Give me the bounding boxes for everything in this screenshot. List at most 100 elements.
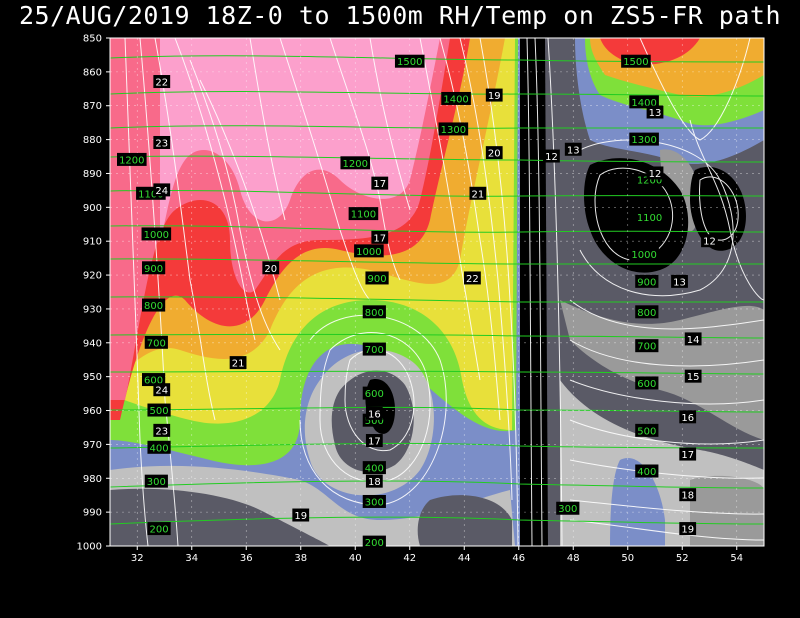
x-tick-label: 52 bbox=[676, 553, 689, 564]
height-contour-label-bg bbox=[394, 54, 425, 68]
y-tick-label: 850 bbox=[83, 34, 102, 45]
temperature-contour-label-text: 14 bbox=[687, 335, 700, 346]
height-contour-label-bg bbox=[635, 376, 659, 390]
height-contour-label-text: 700 bbox=[365, 345, 384, 356]
temperature-contour-label: 17 bbox=[365, 434, 383, 448]
height-contour-label-bg bbox=[144, 335, 168, 349]
height-contour-label-bg bbox=[117, 152, 147, 166]
height-contour-label-text: 500 bbox=[637, 426, 656, 437]
temperature-contour-label: 19 bbox=[679, 522, 697, 536]
height-contour-label: 1500 bbox=[621, 54, 651, 68]
height-contour-label-text: 700 bbox=[637, 342, 656, 353]
x-tick-label: 32 bbox=[131, 553, 144, 564]
temperature-contour-label: 13 bbox=[564, 142, 582, 156]
height-contour-label-text: 600 bbox=[637, 379, 656, 390]
temperature-contour-label-bg bbox=[485, 146, 503, 160]
height-contour-label-text: 300 bbox=[147, 477, 166, 488]
plot-grid bbox=[110, 38, 764, 546]
y-tick-label: 860 bbox=[83, 67, 102, 78]
height-contour-label-bg bbox=[340, 156, 371, 170]
temperature-contour-label-bg bbox=[671, 274, 688, 288]
temperature-contour-label: 16 bbox=[679, 410, 697, 424]
temperature-contour-label-text: 20 bbox=[264, 264, 277, 275]
temperature-contour-label: 21 bbox=[229, 356, 247, 370]
height-contour-label-bg bbox=[147, 440, 171, 454]
temperature-contour-label-text: 19 bbox=[294, 511, 307, 522]
temperature-contour-label-bg bbox=[365, 434, 383, 448]
temperature-contour-label: 24 bbox=[153, 183, 171, 197]
temperature-contour-label-text: 12 bbox=[545, 152, 558, 163]
y-tick-label: 970 bbox=[83, 440, 102, 451]
temperature-contour-label: 22 bbox=[153, 75, 171, 89]
height-contour-label: 400 bbox=[147, 440, 171, 454]
temperature-contour-label-bg bbox=[679, 522, 697, 536]
height-contour-label-bg bbox=[621, 54, 651, 68]
height-contour-label-text: 300 bbox=[365, 497, 384, 508]
height-contour-label-bg bbox=[635, 339, 659, 353]
temperature-contour-label-text: 18 bbox=[681, 491, 694, 502]
temperature-contour-label-text: 12 bbox=[649, 169, 662, 180]
temperature-contour-label: 17 bbox=[371, 230, 389, 244]
temperature-contour-label-bg bbox=[153, 75, 171, 89]
temperature-contour-label-bg bbox=[371, 176, 389, 190]
height-contour-label: 1200 bbox=[340, 156, 371, 170]
height-contour-label-text: 900 bbox=[368, 274, 387, 285]
height-contour-label-text: 1500 bbox=[397, 57, 422, 68]
temperature-contour-label: 12 bbox=[701, 234, 718, 248]
y-tick-label: 930 bbox=[83, 304, 102, 315]
y-tick-label: 890 bbox=[83, 169, 102, 180]
height-contour-label-text: 1100 bbox=[138, 189, 163, 200]
height-contour-label-text: 1400 bbox=[443, 94, 468, 105]
height-contour-label-text: 1200 bbox=[637, 176, 662, 187]
temperature-contour-label: 20 bbox=[485, 146, 503, 160]
y-tick-label: 910 bbox=[83, 237, 102, 248]
temperature-contour-label: 23 bbox=[153, 135, 171, 149]
height-contour-label-text: 1000 bbox=[356, 247, 381, 258]
temperature-contour-label: 12 bbox=[543, 149, 560, 163]
x-tick-label: 38 bbox=[294, 553, 307, 564]
temperature-contour-label-bg bbox=[684, 369, 702, 383]
height-contour-label-text: 900 bbox=[144, 264, 163, 275]
height-contour-label-bg bbox=[142, 298, 166, 312]
temperature-contour-label-text: 16 bbox=[681, 413, 694, 424]
temperature-contour-label: 19 bbox=[292, 508, 310, 522]
height-contour-label: 1000 bbox=[354, 244, 384, 258]
height-contour-label: 500 bbox=[147, 403, 171, 417]
temperature-contour-label-bg bbox=[679, 488, 697, 502]
height-contour-label-text: 1200 bbox=[119, 155, 144, 166]
temperature-contour-label: 20 bbox=[262, 261, 280, 275]
temperature-contour-label: 18 bbox=[679, 488, 697, 502]
height-contour-label-bg bbox=[365, 271, 389, 285]
temperature-contour-label-bg bbox=[262, 261, 280, 275]
x-tick-label: 54 bbox=[730, 553, 743, 564]
chart-title: 25/AUG/2019 18Z-0 to 1500m RH/Temp on ZS… bbox=[18, 1, 781, 30]
height-contour-label: 800 bbox=[142, 298, 166, 312]
height-contour-label-text: 400 bbox=[637, 467, 656, 478]
temperature-contour-label-text: 13 bbox=[673, 277, 686, 288]
temperature-contour-label-text: 22 bbox=[155, 78, 168, 89]
height-contour-label-text: 1100 bbox=[351, 210, 376, 221]
temperature-contour-label-bg bbox=[679, 447, 697, 461]
temperature-contours bbox=[124, 38, 764, 546]
y-tick-label: 960 bbox=[83, 406, 102, 417]
temperature-contour-label-bg bbox=[292, 508, 310, 522]
temperature-contour-label-bg bbox=[543, 149, 560, 163]
height-contour-label: 400 bbox=[362, 461, 386, 475]
temperature-contour-label-text: 13 bbox=[567, 145, 580, 156]
temperature-contour-label: 22 bbox=[464, 271, 481, 285]
temperature-contour-label-text: 16 bbox=[368, 409, 381, 420]
height-contour-label: 300 bbox=[362, 494, 386, 508]
height-contour-label-text: 700 bbox=[147, 338, 166, 349]
height-contour-label: 600 bbox=[142, 373, 166, 387]
x-tick-label: 40 bbox=[349, 553, 362, 564]
temperature-contour-label-bg bbox=[684, 332, 702, 346]
height-contour-label-text: 1100 bbox=[637, 213, 662, 224]
height-contour-label: 1400 bbox=[629, 95, 659, 109]
temperature-contour-label-text: 17 bbox=[368, 437, 381, 448]
y-axis-ticks: 850 860 870 880 890 900 910 920 930 940 950 960 970 9… bbox=[77, 34, 110, 553]
height-contour-label-bg bbox=[147, 522, 171, 536]
y-tick-label: 950 bbox=[83, 372, 102, 383]
height-contour-label: 1000 bbox=[141, 227, 172, 241]
temperature-contour-label: 14 bbox=[684, 332, 702, 346]
height-contour-label-text: 1300 bbox=[441, 125, 466, 136]
